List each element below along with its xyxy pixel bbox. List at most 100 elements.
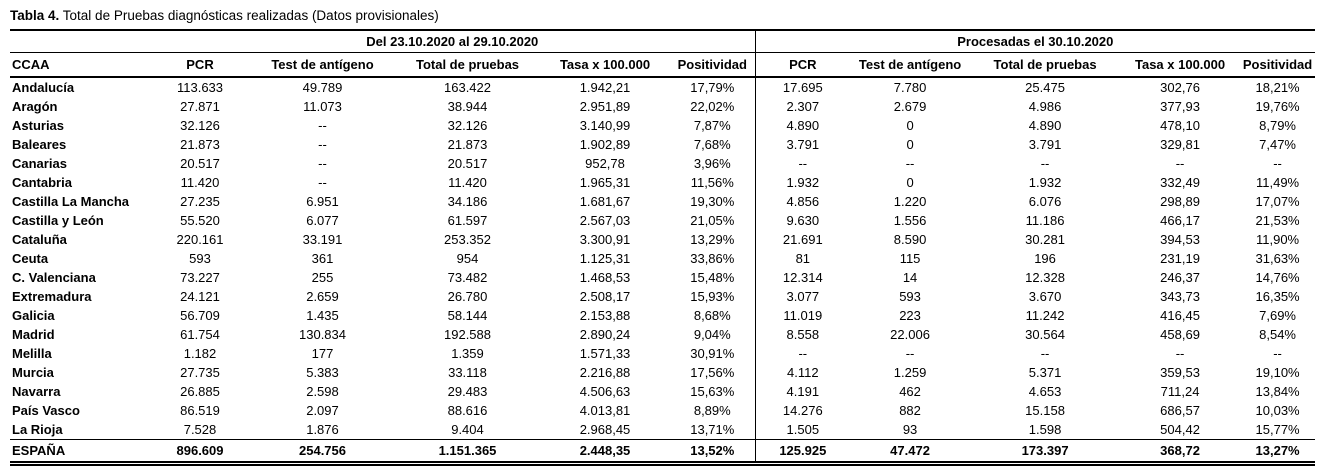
- table-row: Baleares 21.873 -- 21.873 1.902,89 7,68%…: [10, 135, 1315, 154]
- cell-week-rate: 952,78: [585, 156, 625, 171]
- table-title-text: Total de Pruebas diagnósticas realizadas…: [59, 8, 439, 23]
- cell-week-pcr: 24.121: [180, 289, 220, 304]
- cell-day-rate: 359,53: [1160, 365, 1200, 380]
- cell-week-pcr: 593: [189, 251, 211, 266]
- cell-day-total: 3.791: [1028, 137, 1062, 152]
- table-row: Melilla 1.182 177 1.359 1.571,33 30,91% …: [10, 344, 1315, 363]
- cell-week-positivity: 13,29%: [690, 232, 735, 247]
- table-row: Asturias 32.126 -- 32.126 3.140,99 7,87%…: [10, 116, 1315, 135]
- cell-week-pcr: 7.528: [183, 422, 217, 437]
- cell-ccaa: Castilla y León: [12, 213, 104, 228]
- cell-day-total: 11.186: [1025, 213, 1065, 228]
- cell-day-positivity: 8,79%: [1259, 118, 1296, 133]
- col-header-day-rate: Tasa x 100.000: [1120, 52, 1241, 78]
- cell-week-pcr: 220.161: [176, 232, 224, 247]
- cell-day-total: 3.670: [1028, 289, 1062, 304]
- cell-week-rate: 1.125,31: [579, 251, 631, 266]
- cell-week-antigen: 11.073: [303, 99, 342, 114]
- cell-week-pcr: 73.227: [180, 270, 220, 285]
- cell-week-total: 192.588: [444, 327, 491, 342]
- cell-ccaa: Aragón: [12, 99, 58, 114]
- cell-week-antigen: --: [318, 137, 327, 152]
- cell-week-pcr: 27.235: [180, 194, 220, 209]
- cell-week-total: 58.144: [447, 308, 488, 323]
- cell-day-pcr: 4.890: [754, 116, 851, 135]
- col-header-week-rate: Tasa x 100.000: [540, 52, 670, 78]
- cell-week-total: 29.483: [447, 384, 488, 399]
- col-header-day-positivity: Positividad: [1240, 52, 1316, 78]
- cell-day-antigen: 882: [899, 403, 921, 418]
- cell-day-total: 173.397: [970, 439, 1121, 466]
- cell-day-total: 196: [1034, 251, 1056, 266]
- cell-day-positivity: 11,49%: [1255, 175, 1300, 190]
- cell-week-antigen: 254.756: [250, 439, 395, 466]
- cell-week-antigen: 177: [311, 346, 334, 361]
- cell-day-total: 25.475: [1025, 80, 1065, 95]
- cell-day-antigen: --: [905, 156, 915, 171]
- cell-ccaa: Asturias: [12, 118, 65, 133]
- cell-day-total: --: [1040, 346, 1050, 361]
- cell-day-pcr: 14.276: [754, 401, 851, 420]
- cell-ccaa: Melilla: [12, 346, 52, 361]
- cell-week-rate: 2.951,89: [579, 99, 631, 114]
- cell-day-rate: 458,69: [1160, 327, 1200, 342]
- cell-week-total: 1.359: [451, 346, 484, 361]
- cell-week-antigen: 6.951: [306, 194, 339, 209]
- cell-week-antigen: 361: [311, 251, 334, 266]
- cell-week-positivity: 19,30%: [690, 194, 735, 209]
- group-header-day: Procesadas el 30.10.2020: [754, 30, 1316, 53]
- cell-week-antigen: 1.876: [306, 422, 339, 437]
- cell-week-antigen: 255: [311, 270, 334, 285]
- cell-ccaa: Ceuta: [12, 251, 49, 266]
- cell-day-positivity: 17,07%: [1255, 194, 1300, 209]
- cell-week-pcr: 32.126: [180, 118, 220, 133]
- cell-week-total: 253.352: [444, 232, 491, 247]
- cell-week-positivity: 7,68%: [693, 137, 731, 152]
- cell-ccaa: La Rioja: [12, 422, 63, 437]
- cell-week-rate: 2.567,03: [579, 213, 631, 228]
- cell-ccaa: Extremadura: [12, 289, 92, 304]
- cell-day-antigen: 0: [906, 175, 914, 190]
- table-row: Canarias 20.517 -- 20.517 952,78 3,96% -…: [10, 154, 1315, 173]
- cell-day-positivity: --: [1273, 346, 1282, 361]
- cell-week-total: 21.873: [447, 137, 488, 152]
- cell-day-pcr: 3.077: [754, 287, 851, 306]
- cell-ccaa: Cataluña: [12, 232, 67, 247]
- cell-week-positivity: 8,68%: [693, 308, 731, 323]
- col-header-day-total: Total de pruebas: [970, 52, 1121, 78]
- cell-week-positivity: 15,93%: [690, 289, 735, 304]
- table-body: Andalucía 113.633 49.789 163.422 1.942,2…: [10, 77, 1316, 466]
- cell-day-positivity: 10,03%: [1255, 403, 1300, 418]
- cell-day-total: 11.242: [1025, 308, 1065, 323]
- cell-ccaa: Canarias: [12, 156, 67, 171]
- cell-week-pcr: 55.520: [180, 213, 220, 228]
- col-header-week-pcr: PCR: [150, 52, 250, 78]
- cell-day-pcr: 8.558: [754, 325, 851, 344]
- table-row: Murcia 27.735 5.383 33.118 2.216,88 17,5…: [10, 363, 1315, 382]
- cell-week-rate: 4.506,63: [579, 384, 631, 399]
- cell-week-rate: 2.216,88: [579, 365, 631, 380]
- cell-week-positivity: 21,05%: [690, 213, 735, 228]
- table-row: Extremadura 24.121 2.659 26.780 2.508,17…: [10, 287, 1315, 306]
- cell-week-pcr: 27.871: [180, 99, 220, 114]
- cell-day-rate: 298,89: [1160, 194, 1200, 209]
- cell-week-rate: 2.153,88: [579, 308, 631, 323]
- cell-week-antigen: --: [318, 156, 327, 171]
- cell-day-rate: 246,37: [1160, 270, 1200, 285]
- col-header-day-pcr: PCR: [754, 52, 851, 78]
- cell-day-antigen: 2.679: [893, 99, 927, 114]
- table-row: Castilla La Mancha 27.235 6.951 34.186 1…: [10, 192, 1315, 211]
- cell-day-pcr: 21.691: [754, 230, 851, 249]
- cell-day-total: 15.158: [1025, 403, 1065, 418]
- cell-week-positivity: 9,04%: [693, 327, 731, 342]
- cell-day-rate: 302,76: [1160, 80, 1200, 95]
- cell-week-total: 73.482: [447, 270, 488, 285]
- cell-ccaa: Baleares: [12, 137, 67, 152]
- total-row: ESPAÑA 896.609 254.756 1.151.365 2.448,3…: [10, 439, 1316, 466]
- cell-day-pcr: 1.932: [754, 173, 851, 192]
- cell-day-antigen: 0: [906, 118, 914, 133]
- cell-day-pcr: 4.112: [754, 363, 851, 382]
- cell-week-antigen: 1.435: [306, 308, 339, 323]
- table-row: Aragón 27.871 11.073 38.944 2.951,89 22,…: [10, 97, 1315, 116]
- cell-week-rate: 2.890,24: [579, 327, 631, 342]
